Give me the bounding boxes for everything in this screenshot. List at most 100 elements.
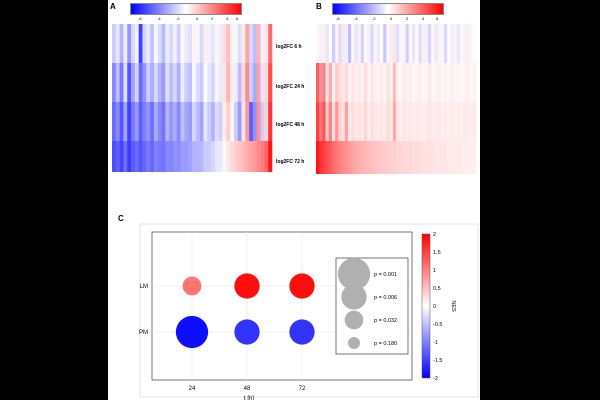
heatmap-cell (396, 63, 400, 102)
heatmap-cell (260, 24, 265, 63)
heatmap-cell (325, 63, 330, 102)
colorbar-a-tick: 2 (211, 16, 214, 21)
heatmap-cell (230, 24, 235, 63)
heatmap-cell (450, 63, 454, 102)
heatmap-cell (325, 24, 330, 63)
heatmap-cell (328, 63, 333, 102)
heatmap-cell (354, 102, 358, 141)
heatmap-cell (332, 141, 336, 174)
heatmap-cell (338, 141, 342, 174)
heatmap-cell (344, 24, 349, 63)
heatmap-cell (408, 141, 413, 174)
size-legend-circle (337, 257, 371, 291)
heatmap-cell (392, 24, 397, 63)
heatmap-cell (237, 63, 242, 102)
heatmap-b-row-label: log2FC 24 h (480, 84, 497, 96)
heatmap-cell (264, 102, 269, 141)
heatmap-cell (335, 102, 339, 141)
heatmap-cell (241, 63, 246, 102)
heatmap-cell (447, 102, 451, 141)
heatmap-cell (214, 63, 219, 102)
heatmap-cell (249, 141, 254, 172)
heatmap-cell (440, 24, 445, 63)
heatmap-cell (396, 141, 400, 174)
heatmap-cell (373, 63, 378, 102)
heatmap-cell (169, 102, 174, 141)
heatmap-cell (115, 24, 120, 63)
heatmap-cell (389, 102, 394, 141)
heatmap-cell (405, 24, 410, 63)
heatmap-cell (392, 141, 397, 174)
heatmap-cell (157, 63, 162, 102)
heatmap-cell (348, 141, 352, 174)
heatmap-cell (119, 102, 124, 141)
heatmap-cell (226, 24, 231, 63)
heatmap-cell (472, 63, 477, 102)
heatmap-cell (412, 63, 416, 102)
heatmap-cell (463, 24, 467, 63)
heatmap-cell (142, 63, 147, 102)
heatmap-cell (386, 141, 390, 174)
heatmap-cell (428, 24, 432, 63)
heatmap-cell (428, 141, 432, 174)
heatmap-cell (142, 141, 147, 172)
heatmap-cell (367, 24, 371, 63)
heatmap-cell (161, 24, 166, 63)
heatmap-cell (123, 102, 128, 141)
colorbar-a-ticks: -6 -4 -2 0 2 4 6 (130, 16, 240, 22)
heatmap-cell (444, 24, 448, 63)
heatmap-cell (453, 102, 458, 141)
heatmap-cell (150, 102, 155, 141)
heatmap-cell (351, 24, 355, 63)
heatmap-cell (218, 63, 223, 102)
heatmap-cell (415, 102, 419, 141)
heatmap-cell (119, 141, 124, 172)
heatmap-cell (440, 141, 445, 174)
colorbar-a-tick: 0 (196, 16, 199, 21)
heatmap-cell (380, 141, 384, 174)
heatmap-cell (469, 24, 474, 63)
heatmap-b-row-label: log2FC 72 h (480, 159, 497, 171)
heatmap-cell (469, 141, 474, 174)
heatmap-cell (260, 63, 265, 102)
heatmap-cell (418, 141, 422, 174)
heatmap-cell (418, 102, 422, 141)
heatmap-cell (172, 102, 178, 141)
heatmap-cell (415, 24, 419, 63)
heatmap-cell (434, 102, 438, 141)
heatmap-cell (348, 24, 352, 63)
heatmap-cell (351, 141, 355, 174)
nes-colorbar-tick: -2 (433, 376, 438, 382)
heatmap-cell (218, 141, 223, 172)
heatmap-cell (256, 141, 261, 172)
heatmap-cell (161, 63, 166, 102)
heatmap-cell (424, 141, 429, 174)
heatmap-cell (207, 24, 212, 63)
heatmap-cell (383, 102, 387, 141)
colorbar-a-tick: -4 (157, 16, 161, 21)
heatmap-a-row-label: log2FC 6 h (276, 44, 302, 50)
heatmap-cell (203, 24, 208, 63)
heatmap-cell (364, 102, 368, 141)
heatmap-cell (192, 141, 197, 172)
colorbar-b-tick: 2 (406, 16, 409, 21)
heatmap-cell (119, 24, 124, 63)
heatmap-cell (415, 63, 419, 102)
heatmap-cell (360, 102, 365, 141)
heatmap-cell (332, 63, 336, 102)
heatmap-cell (316, 102, 320, 141)
nes-colorbar-tick: 0.5 (433, 286, 441, 292)
heatmap-cell (264, 63, 269, 102)
heatmap-cell (444, 141, 448, 174)
heatmap-cell (431, 141, 435, 174)
heatmap-cell (348, 63, 352, 102)
size-legend-circle (344, 310, 364, 330)
heatmap-cell (112, 102, 117, 141)
colorbar-b-tick: 6 (436, 16, 439, 21)
heatmap-cell (199, 102, 204, 141)
heatmap-cell (408, 63, 413, 102)
heatmap-cell (268, 102, 273, 141)
heatmap-cell (421, 102, 426, 141)
heatmap-cell (444, 63, 448, 102)
heatmap-cell (256, 102, 261, 141)
